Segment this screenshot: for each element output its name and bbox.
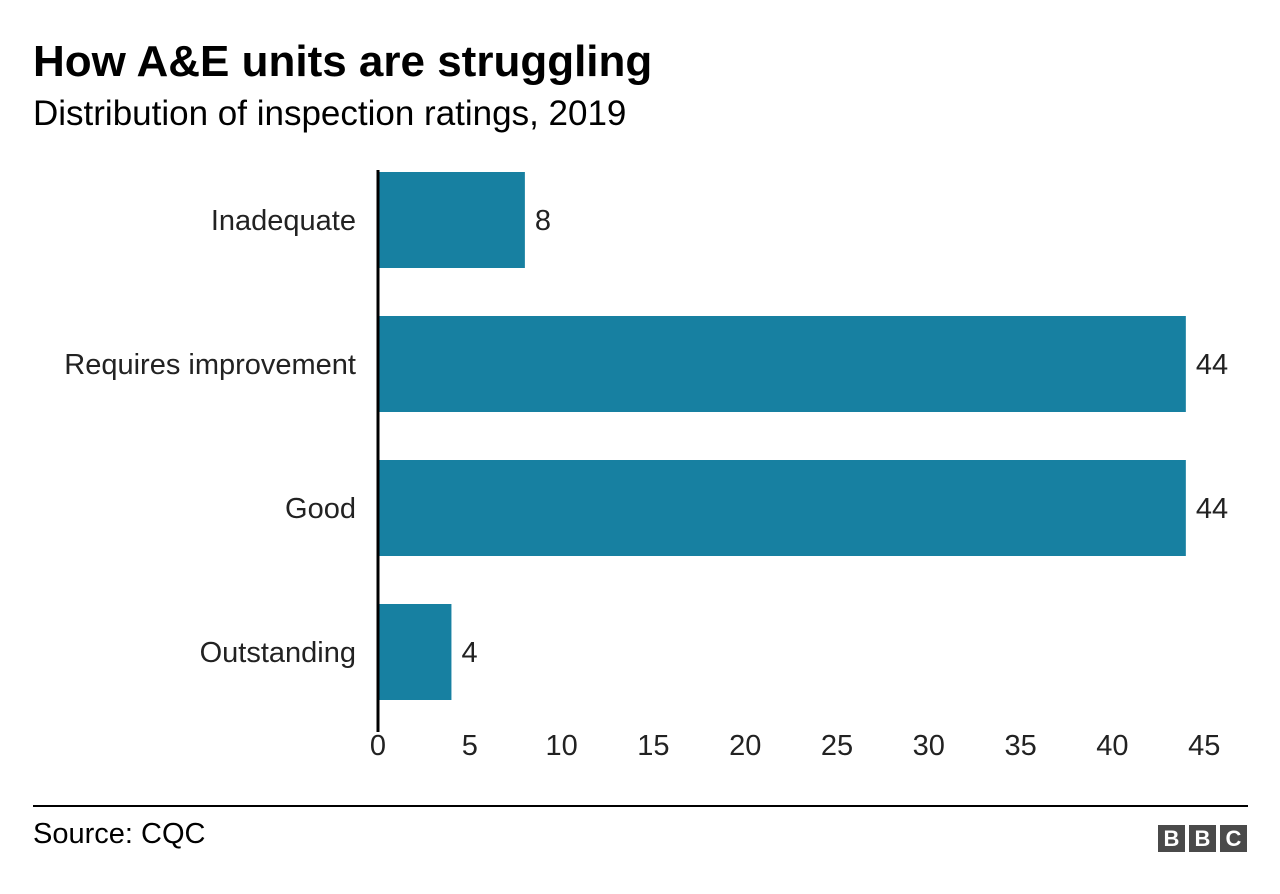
bar-requires-improvement bbox=[378, 316, 1186, 412]
data-label-outstanding: 4 bbox=[461, 637, 477, 669]
bbc-logo: B B C bbox=[1158, 825, 1247, 852]
data-label-inadequate: 8 bbox=[535, 205, 551, 237]
bar-outstanding bbox=[378, 604, 452, 700]
logo-letter-b1: B bbox=[1158, 825, 1185, 852]
x-tick-label-0: 0 bbox=[370, 730, 386, 762]
x-tick-label-35: 35 bbox=[1004, 730, 1036, 762]
footer-divider bbox=[33, 805, 1248, 807]
source-note: Source: CQC bbox=[33, 818, 206, 850]
bar-good bbox=[378, 460, 1186, 556]
x-tick-label-20: 20 bbox=[729, 730, 761, 762]
chart-subtitle: Distribution of inspection ratings, 2019 bbox=[33, 94, 627, 133]
category-label-outstanding: Outstanding bbox=[200, 637, 356, 669]
data-label-good: 44 bbox=[1196, 493, 1228, 525]
bar-inadequate bbox=[378, 172, 525, 268]
x-tick-label-10: 10 bbox=[545, 730, 577, 762]
x-tick-label-30: 30 bbox=[913, 730, 945, 762]
x-tick-label-5: 5 bbox=[462, 730, 478, 762]
x-tick-label-45: 45 bbox=[1188, 730, 1220, 762]
x-tick-label-40: 40 bbox=[1096, 730, 1128, 762]
category-label-requires-improvement: Requires improvement bbox=[64, 349, 356, 381]
x-tick-label-25: 25 bbox=[821, 730, 853, 762]
logo-letter-b2: B bbox=[1189, 825, 1216, 852]
logo-letter-c: C bbox=[1220, 825, 1247, 852]
category-label-good: Good bbox=[285, 493, 356, 525]
data-label-requires-improvement: 44 bbox=[1196, 349, 1228, 381]
x-tick-label-15: 15 bbox=[637, 730, 669, 762]
category-label-inadequate: Inadequate bbox=[211, 205, 356, 237]
chart-title: How A&E units are struggling bbox=[33, 37, 653, 86]
